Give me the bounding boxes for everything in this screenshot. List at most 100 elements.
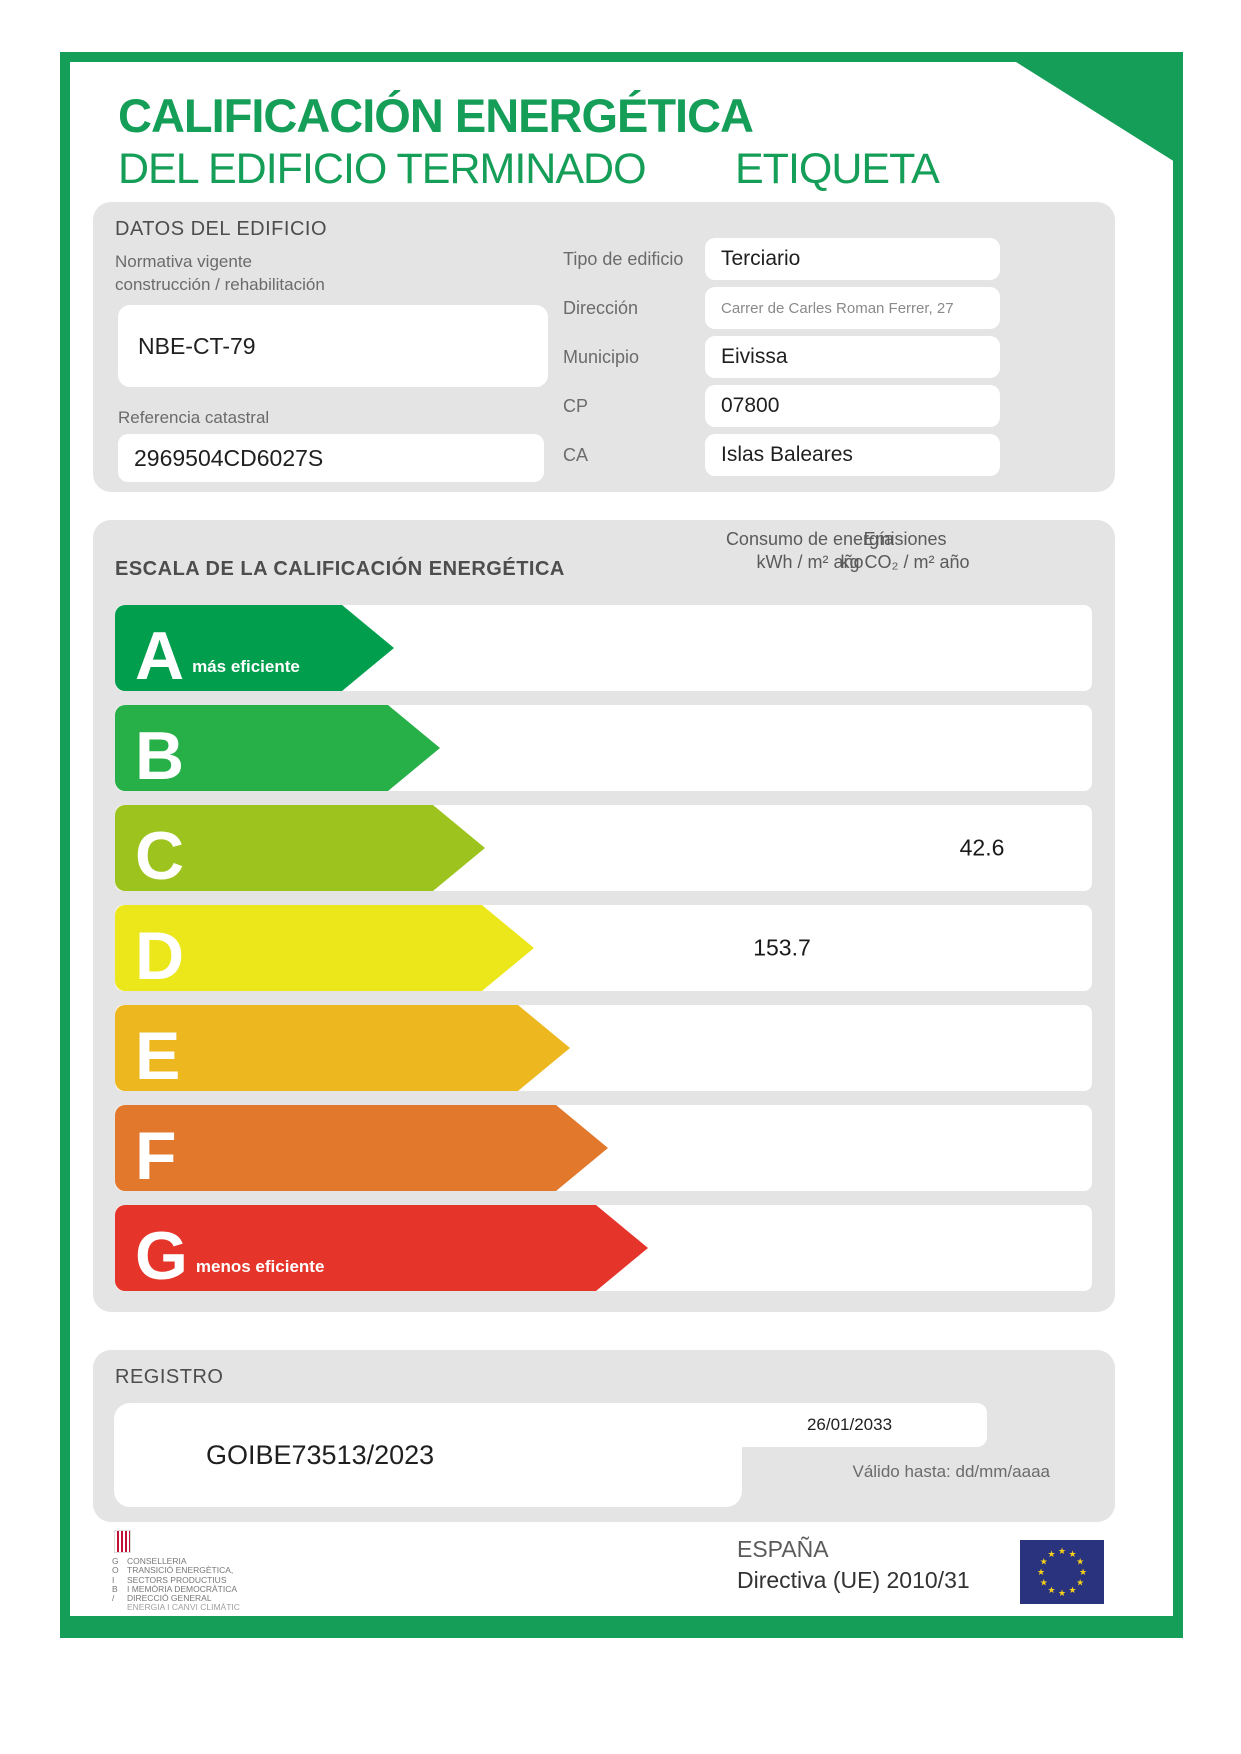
svg-text:★: ★ [1058, 1588, 1066, 1598]
energy-band-c: C 42.6 [115, 805, 1092, 891]
svg-text:★: ★ [1047, 1585, 1055, 1595]
emissions-value: 42.6 [959, 834, 1005, 861]
normativa-label-line1: Normativa vigente [115, 252, 253, 271]
building-data-panel: DATOS DEL EDIFICIO Normativa vigente con… [93, 202, 1115, 492]
band-arrow [115, 1205, 648, 1291]
band-arrow-shape [115, 1005, 570, 1091]
svg-text:★: ★ [1047, 1549, 1055, 1559]
page-subtitle-etiqueta: ETIQUETA [735, 145, 940, 193]
field-value-box: Terciario [705, 238, 1000, 280]
band-arrow [115, 905, 534, 991]
building-field-row: Dirección Carrer de Carles Roman Ferrer, … [563, 287, 1000, 329]
frame-right-border [1173, 52, 1183, 1638]
corner-triangle-decoration [1000, 52, 1183, 167]
logo-initial [112, 1603, 127, 1612]
logo-text-line: ENERGIA I CANVI CLIMÀTIC [127, 1602, 240, 1613]
consumption-column-header: Consumo de energía kWh / m² año [718, 528, 902, 575]
page-subtitle: DEL EDIFICIO TERMINADO [118, 145, 647, 193]
field-value: Islas Baleares [721, 443, 853, 466]
band-arrow-shape [115, 605, 394, 691]
energy-band-f: F [115, 1105, 1092, 1191]
field-label: Municipio [563, 346, 640, 367]
field-value: Carrer de Carles Roman Ferrer, 27 [721, 299, 954, 317]
consumption-header-line1: Consumo de energía [725, 529, 895, 549]
ref-catastral-label: Referencia catastral [118, 408, 270, 427]
frame-left-border [60, 52, 70, 1638]
band-label: C [135, 822, 184, 890]
band-label: E [135, 1018, 181, 1095]
band-arrow [115, 1105, 608, 1191]
valid-until-label: Válido hasta: dd/mm/aaaa [852, 1462, 1050, 1481]
band-arrow-shape [115, 905, 534, 991]
country-label: ESPAÑA [737, 1536, 829, 1562]
valid-until-date-box: 26/01/2033 [712, 1403, 987, 1447]
band-arrow-shape [115, 705, 440, 791]
band-letter: F [135, 1118, 177, 1195]
logo-initial: B [112, 1583, 118, 1594]
band-arrow [115, 805, 485, 891]
logo-text-line: CONSELLERIA [127, 1556, 187, 1566]
band-letter: A [135, 618, 185, 695]
svg-text:★: ★ [1076, 1557, 1084, 1567]
emissions-header-line2: kg CO₂ / m² año [840, 552, 970, 573]
field-value-box: 07800 [705, 385, 1000, 427]
senyera-flag-icon [114, 1530, 131, 1553]
energy-band-e: E [115, 1005, 1092, 1091]
normativa-value-box: NBE-CT-79 [118, 305, 548, 387]
band-arrow [115, 705, 440, 791]
field-label: CA [563, 444, 589, 465]
field-value-box: Islas Baleares [705, 434, 1000, 476]
emissions-column-header: Emisiones kg CO₂ / m² año [825, 528, 985, 575]
building-field-row: Municipio Eivissa [563, 336, 1000, 378]
registry-section-title: REGISTRO [115, 1366, 224, 1388]
registry-number: GOIBE73513/2023 [206, 1439, 435, 1470]
svg-text:★: ★ [1068, 1585, 1076, 1595]
goib-logo: G CONSELLERIA O TRANSICIÓ ENERGÈTICA, I SECTO… [112, 1530, 240, 1613]
logo-text-row: ENERGIA I CANVI CLIMÀTIC [112, 1602, 240, 1613]
field-value-box: Eivissa [705, 336, 1000, 378]
emissions-header-line1: Emisiones [863, 529, 947, 549]
frame-bottom-border [60, 1616, 1183, 1638]
svg-text:★: ★ [1040, 1578, 1048, 1588]
band-arrow-shape [115, 805, 485, 891]
band-arrow-shape [115, 1205, 648, 1291]
svg-text:★: ★ [1079, 1567, 1087, 1577]
field-value: Eivissa [721, 345, 788, 368]
logo-text-line: SECTORS PRODUCTIUS [127, 1574, 227, 1585]
logo-text-row: / DIRECCIÓ GENERAL [112, 1593, 240, 1604]
logo-text-row: I SECTORS PRODUCTIUS [112, 1574, 240, 1585]
band-arrow [115, 1005, 570, 1091]
svg-text:★: ★ [1068, 1549, 1076, 1559]
field-value: Terciario [721, 247, 801, 270]
logo-text-line: I MEMÒRIA DEMOCRÀTICA [127, 1583, 238, 1594]
logo-text-row: O TRANSICIÓ ENERGÈTICA, [112, 1565, 240, 1576]
building-field-row: CP 07800 [563, 385, 1000, 427]
registry-panel: REGISTRO GOIBE73513/2023 26/01/2033 Váli… [93, 1350, 1115, 1522]
building-field-row: Tipo de edificio Terciario [563, 238, 1000, 280]
band-label: D [135, 922, 184, 990]
energy-scale-panel: Consumo de energía kWh / m² año Emisione… [93, 520, 1115, 1312]
band-note: menos eficiente [195, 1257, 325, 1276]
band-note: más eficiente [192, 657, 300, 676]
logo-initial: / [112, 1593, 115, 1604]
logo-initial: O [112, 1565, 119, 1576]
consumption-value: 153.7 [753, 934, 811, 961]
field-label: Dirección [563, 297, 639, 318]
consumption-header-line2: kWh / m² año [756, 552, 864, 573]
band-letter: E [135, 1018, 181, 1095]
field-value-box: Carrer de Carles Roman Ferrer, 27 [705, 287, 1000, 329]
frame-top-border [60, 52, 1183, 62]
logo-text-row: G CONSELLERIA [112, 1556, 240, 1566]
ref-catastral-value-box: 2969504CD6027S [118, 434, 544, 482]
eu-flag-icon: ★ ★★★★★★★★★★★ [1020, 1540, 1104, 1604]
page-title: CALIFICACIÓN ENERGÉTICA [118, 89, 754, 142]
svg-text:★: ★ [1040, 1557, 1048, 1567]
building-fields-list: Tipo de edificio Terciario Dirección Carrer… [563, 238, 1000, 483]
band-label: F [135, 1118, 177, 1195]
logo-text-line: TRANSICIÓ ENERGÈTICA, [127, 1565, 234, 1576]
